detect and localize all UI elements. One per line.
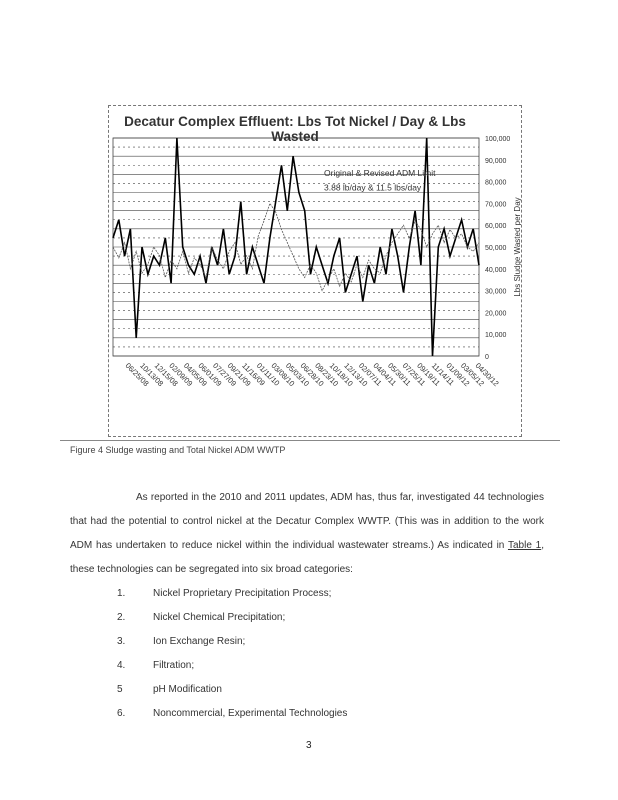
list-item: 4. Filtration; <box>117 660 195 671</box>
series-line-sludge <box>112 202 480 292</box>
category-list: 1. Nickel Proprietary Precipitation Proce… <box>117 582 347 726</box>
y2-tick-label: 30,000 <box>485 289 507 296</box>
paragraph-text-1: As reported in the 2010 and 2011 updates… <box>70 492 544 551</box>
paragraph-text-2: , these technologies can be segregated i… <box>70 540 544 575</box>
y2-tick-label: 90,000 <box>485 158 507 165</box>
series-line-nickel <box>112 137 480 357</box>
chart-title: Decatur Complex Effluent: Lbs Tot Nickel… <box>124 114 466 144</box>
list-item: 1. Nickel Proprietary Precipitation Proce… <box>117 588 332 599</box>
y2-tick-label: 60,000 <box>485 223 507 230</box>
chart-canvas: 024681012141618202224010,00020,00030,000… <box>112 136 521 388</box>
list-item: 5 pH Modification <box>117 684 222 695</box>
limit-annotation-line2: 3.88 lb/day & 11.5 lbs/day <box>324 183 422 193</box>
y2-tick-label: 20,000 <box>485 310 507 317</box>
page-number: 3 <box>306 740 312 751</box>
table-1-link[interactable]: Table 1 <box>507 540 542 551</box>
list-item: 2. Nickel Chemical Precipitation; <box>117 612 286 623</box>
list-item: 3. Ion Exchange Resin; <box>117 636 246 647</box>
figure-caption: Figure 4 Sludge wasting and Total Nickel… <box>70 445 286 455</box>
y2-tick-label: 70,000 <box>485 201 507 208</box>
y2-tick-label: 10,000 <box>485 332 507 339</box>
y2-axis-title: Lbs Sludge Wasted per Day <box>513 197 521 296</box>
y2-tick-label: 0 <box>485 354 489 361</box>
y2-tick-label: 80,000 <box>485 180 507 187</box>
list-item: 6. Noncommercial, Experimental Technologi… <box>117 708 348 719</box>
y2-tick-label: 100,000 <box>485 136 510 143</box>
y2-tick-label: 40,000 <box>485 267 507 274</box>
figure-chart: 024681012141618202224010,00020,00030,000… <box>108 105 522 437</box>
body-paragraph: As reported in the 2010 and 2011 updates… <box>70 486 544 582</box>
figure-divider <box>60 440 560 441</box>
limit-annotation-line1: Original & Revised ADM Limit <box>324 168 436 178</box>
y2-tick-label: 50,000 <box>485 245 507 252</box>
